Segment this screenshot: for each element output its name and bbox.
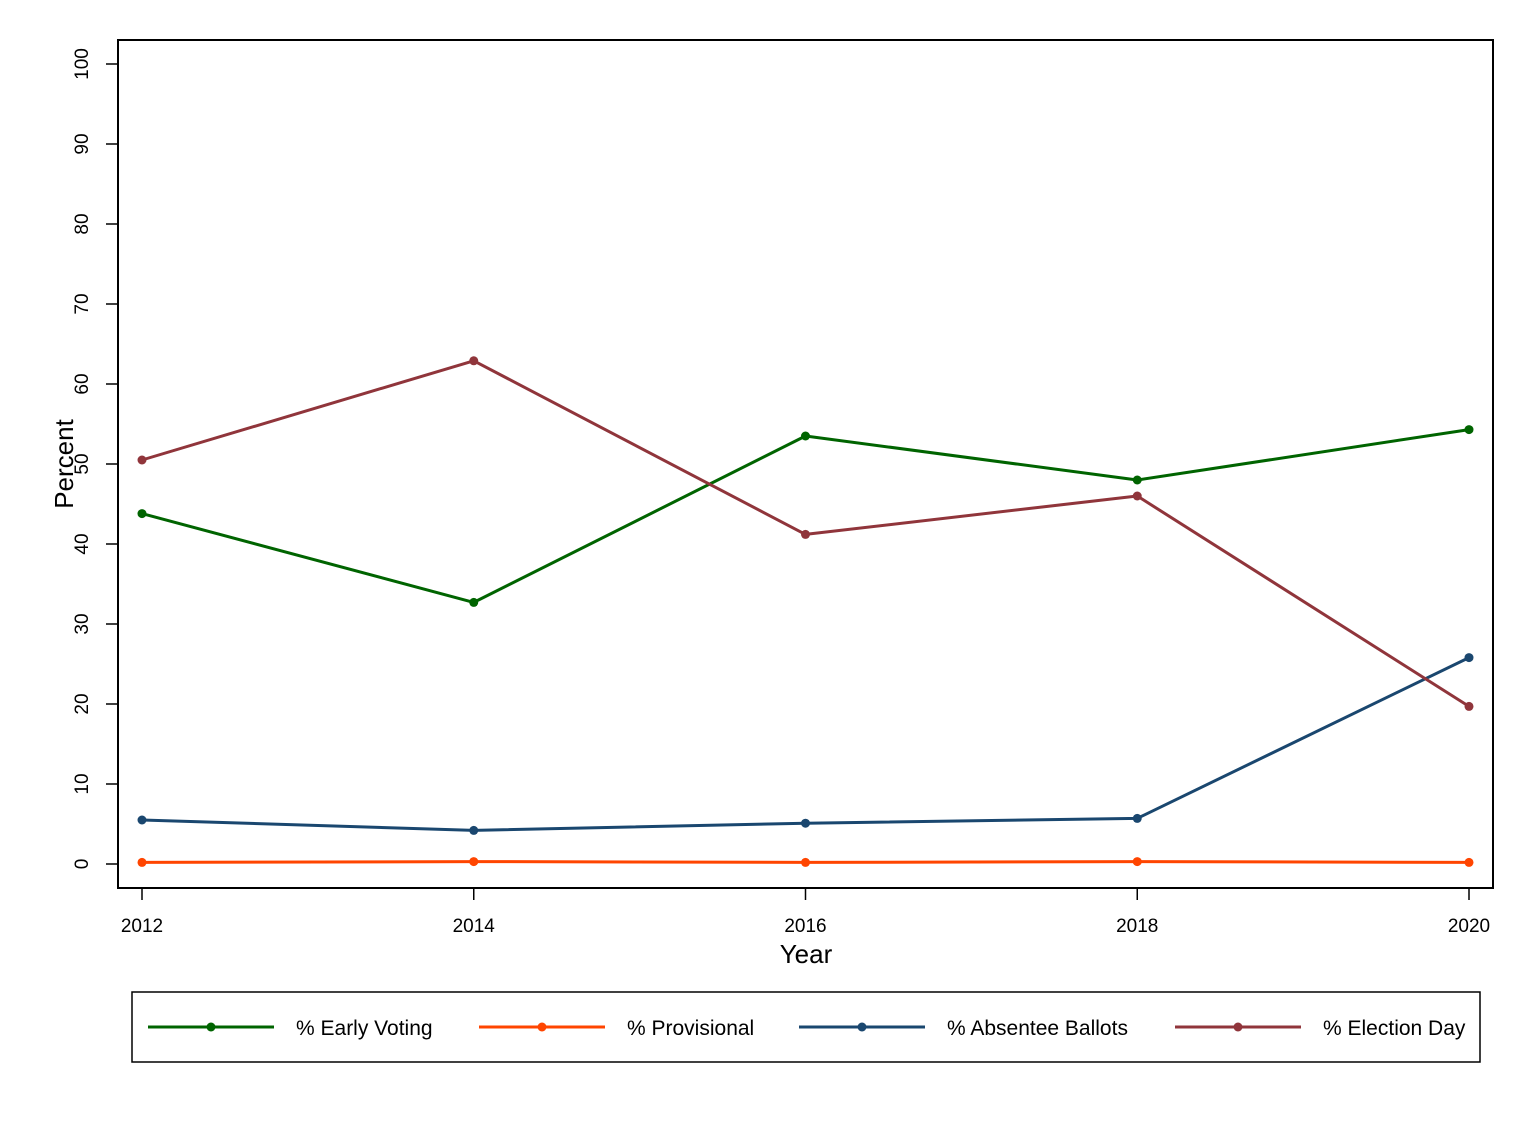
data-point [1464,653,1474,663]
data-point [801,818,810,828]
legend-item: % Provisional [479,1017,754,1040]
series-group [137,653,1474,835]
x-tick-label: 2016 [784,916,826,937]
x-tick-label: 2012 [121,916,163,937]
data-point [137,509,147,519]
data-point [137,857,147,867]
legend-label: % Absentee Ballots [947,1017,1128,1040]
data-point [469,597,479,607]
legend-swatch-marker [857,1022,867,1032]
data-point [801,529,810,539]
data-point [469,825,479,835]
y-axis: 0 10 20 30 40 50 60 70 80 90 100 [72,48,118,869]
data-point [801,431,810,441]
y-axis-title: Percent [49,418,79,508]
series-group [137,425,1474,607]
data-point [1132,475,1142,485]
x-axis-title: Year [780,939,833,969]
legend-swatch-marker [537,1022,547,1032]
data-point [1464,701,1474,711]
y-tick-label: 90 [72,133,93,154]
series-group [137,857,1474,867]
legend-label: % Early Voting [296,1017,433,1040]
data-point [1132,857,1142,867]
data-point [1132,491,1142,501]
y-tick-label: 60 [72,373,93,394]
y-tick-label: 50 [72,453,93,474]
x-tick-label: 2014 [453,916,496,937]
legend-item: % Early Voting [148,1017,433,1040]
legend-label: % Election Day [1323,1017,1466,1040]
y-tick-label: 80 [72,213,93,234]
x-axis: 2012 2014 2016 2018 2020 [121,888,1490,937]
legend-item: % Absentee Ballots [799,1017,1128,1040]
data-point [1464,857,1474,867]
legend-item: % Election Day [1175,1017,1466,1040]
series-line [141,428,1470,604]
series-layer [137,356,1474,867]
data-point [469,857,479,867]
data-point [137,815,147,825]
y-tick-label: 30 [72,613,93,634]
data-point [1132,813,1142,823]
x-tick-label: 2020 [1448,916,1490,937]
y-tick-label: 0 [72,859,93,870]
plot-frame [117,39,1494,889]
y-tick-label: 70 [72,293,93,314]
legend-swatch-marker [1233,1022,1243,1032]
x-tick-label: 2018 [1116,916,1158,937]
data-point [469,356,479,366]
legend-label: % Provisional [627,1017,754,1040]
series-line [141,656,1470,832]
data-point [1464,425,1474,435]
legend: % Early Voting % Provisional % Absentee Ba… [148,1017,1466,1040]
data-point [137,455,147,465]
y-tick-label: 100 [72,48,93,80]
data-point [801,857,810,867]
legend-swatch-marker [206,1022,216,1032]
y-tick-label: 40 [72,533,93,554]
y-tick-label: 10 [72,773,93,794]
series-group [137,356,1474,711]
y-tick-label: 20 [72,693,93,714]
